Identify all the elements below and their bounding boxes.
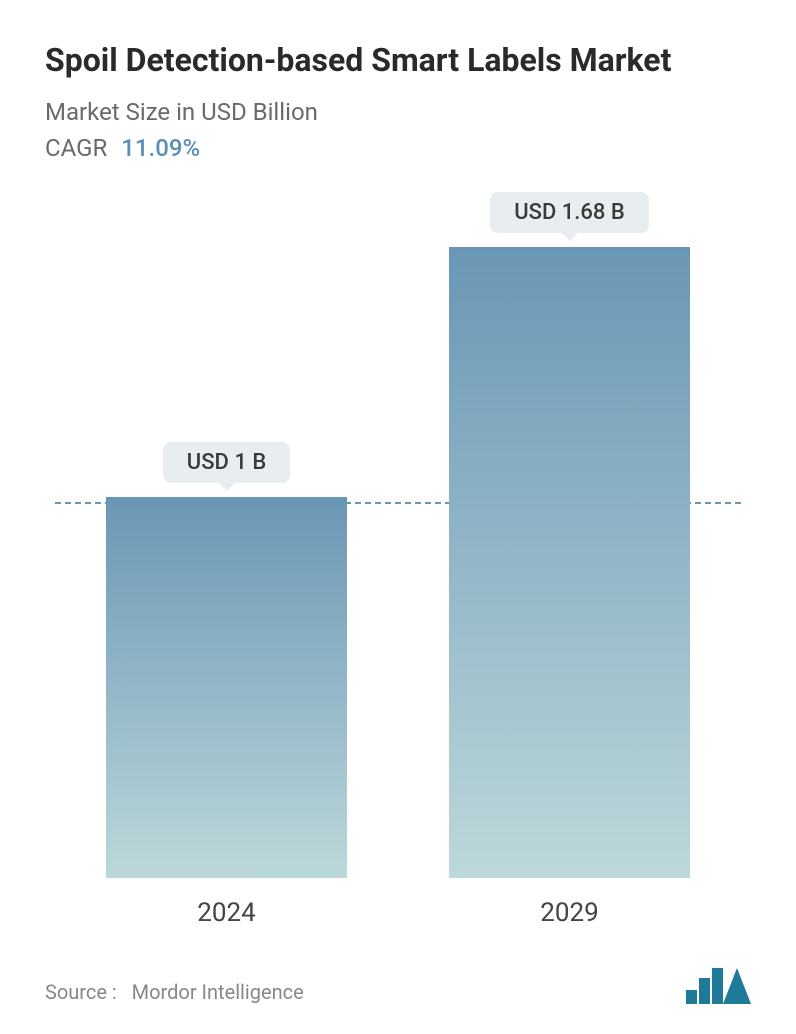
logo-bar-icon — [686, 990, 697, 1004]
value-label: USD 1 B — [163, 442, 290, 483]
source-text: Source : Mordor Intelligence — [45, 980, 304, 1004]
logo-bar-icon — [712, 968, 723, 1004]
x-axis-label: 2029 — [540, 898, 598, 928]
bar — [106, 497, 347, 878]
bar-group-2024: USD 1 B2024 — [72, 192, 381, 878]
bar-group-2029: USD 1.68 B2029 — [415, 192, 724, 878]
value-label: USD 1.68 B — [490, 192, 649, 233]
cagr-value: 11.09% — [121, 134, 200, 162]
chart-subtitle: Market Size in USD Billion — [45, 98, 751, 126]
source-label: Source : — [45, 980, 117, 1004]
brand-logo-icon — [686, 968, 751, 1004]
logo-triangle-icon — [723, 968, 751, 1004]
bar — [449, 247, 690, 878]
cagr-label: CAGR — [45, 134, 107, 162]
chart-footer: Source : Mordor Intelligence — [45, 958, 751, 1004]
chart-area: USD 1 B2024USD 1.68 B2029 — [55, 192, 741, 938]
source-name: Mordor Intelligence — [132, 980, 304, 1004]
chart-container: Spoil Detection-based Smart Labels Marke… — [0, 0, 796, 1034]
logo-bar-icon — [699, 978, 710, 1004]
cagr-line: CAGR 11.09% — [45, 134, 751, 162]
chart-title: Spoil Detection-based Smart Labels Marke… — [45, 40, 751, 80]
bars-wrap: USD 1 B2024USD 1.68 B2029 — [55, 192, 741, 878]
x-axis-label: 2024 — [197, 898, 255, 928]
